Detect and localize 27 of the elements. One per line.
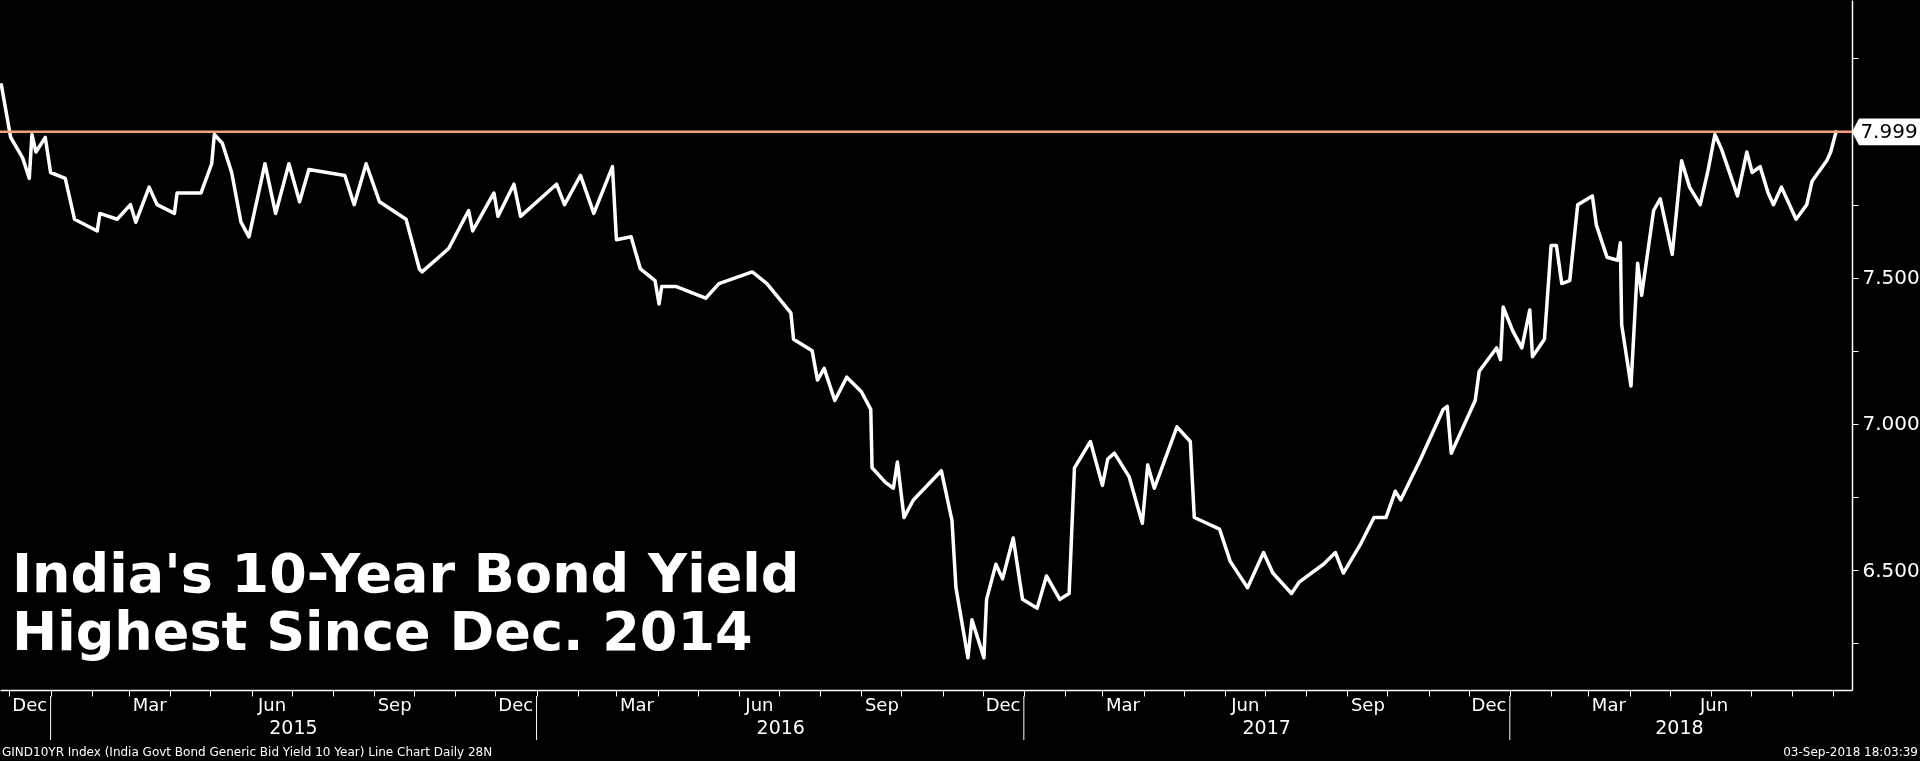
y-tick-label: 6.500 (1862, 557, 1920, 582)
text: 03-Sep-2018 18:03:39 (1783, 745, 1918, 759)
y-tick-label: 7.500 (1862, 265, 1920, 290)
x-tick-label: Jun (1230, 693, 1260, 715)
x2-tick-label: 2015 (269, 715, 318, 738)
x-tick-label: Jun (1698, 693, 1729, 715)
x-tick-label: Sep (1350, 693, 1385, 715)
x-tick-label: Dec (498, 693, 534, 715)
line-series (0, 83, 1838, 660)
x-tick-label: Mar (1105, 693, 1141, 715)
x-tick-label: Dec (1471, 693, 1507, 715)
x-tick-label: Dec (985, 693, 1021, 715)
x-tick-label: Mar (619, 693, 655, 715)
y-tick-label: 7.000 (1862, 411, 1920, 436)
ref-line-label: 7.999 (1860, 118, 1918, 143)
x2-tick-label: 2018 (1655, 715, 1704, 738)
x2-tick-label: 2017 (1242, 715, 1291, 738)
x-tick-label: Dec (12, 693, 48, 715)
text: GIND10YR Index (India Govt Bond Generic Bid Yield 10 Year) Line Chart Daily 28N (2, 745, 493, 759)
x-tick-label: Sep (864, 693, 899, 715)
x-tick-label: Sep (377, 693, 412, 715)
x-tick-label: Mar (1591, 693, 1627, 715)
x-tick-label: Mar (132, 693, 168, 715)
x-tick-label: Jun (257, 693, 287, 715)
x2-tick-label: 2016 (756, 715, 805, 738)
x-tick-label: Jun (744, 693, 774, 715)
text: India's 10-Year Bond Yield Highest Since Dec. 2014 (12, 542, 800, 663)
